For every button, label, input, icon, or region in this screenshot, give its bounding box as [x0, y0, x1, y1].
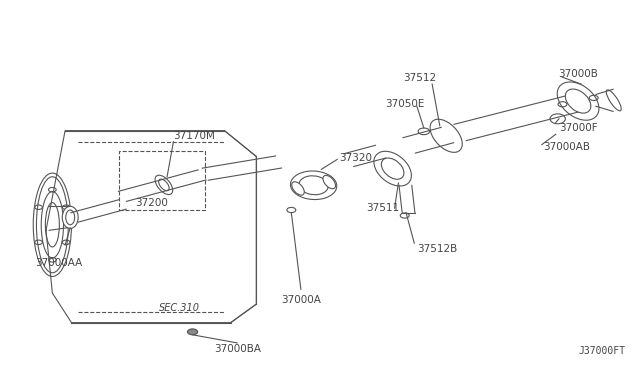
Ellipse shape: [323, 175, 335, 189]
Text: 37000AB: 37000AB: [543, 142, 590, 152]
Ellipse shape: [33, 173, 72, 276]
Text: 37512: 37512: [403, 73, 436, 83]
Bar: [119, 151, 205, 210]
Text: 37512B: 37512B: [417, 244, 457, 254]
Text: 37170M: 37170M: [173, 131, 215, 141]
Text: 37050E: 37050E: [386, 99, 425, 109]
Text: 37000B: 37000B: [557, 70, 598, 80]
Text: J37000FT: J37000FT: [579, 346, 626, 356]
Text: SEC.310: SEC.310: [159, 303, 200, 313]
Ellipse shape: [374, 151, 412, 186]
Text: 37000A: 37000A: [281, 295, 321, 305]
Text: 37320: 37320: [339, 153, 372, 163]
Text: 37511: 37511: [366, 203, 399, 213]
Ellipse shape: [606, 90, 621, 111]
Ellipse shape: [62, 206, 78, 228]
Text: 37000BA: 37000BA: [214, 344, 260, 354]
Text: 37000AA: 37000AA: [35, 258, 83, 268]
Ellipse shape: [557, 82, 599, 120]
Ellipse shape: [291, 171, 337, 199]
Ellipse shape: [430, 119, 462, 153]
Text: 37200: 37200: [134, 198, 168, 208]
Circle shape: [188, 329, 198, 335]
Ellipse shape: [292, 182, 304, 195]
Ellipse shape: [155, 175, 173, 195]
Text: 37000F: 37000F: [559, 123, 598, 133]
